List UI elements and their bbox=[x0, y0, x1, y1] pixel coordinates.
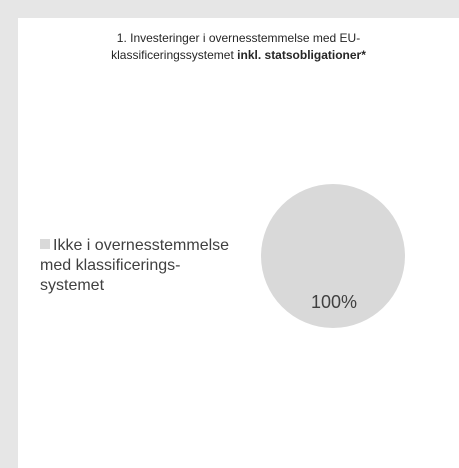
legend-label-line-1: Ikke i overnesstemmelse bbox=[53, 237, 230, 254]
chart-title-bold-statsobligationer: statsobligationer* bbox=[264, 48, 366, 62]
pie-slice-label-0: 100% bbox=[311, 292, 357, 312]
legend-label-line-2: med klassificerings- bbox=[40, 257, 181, 274]
chart-title-bold-inkl: inkl. bbox=[237, 48, 262, 62]
legend-label-line-3: systemet bbox=[40, 277, 105, 294]
legend-entry-line-1: Ikke i overnesstemmelse bbox=[40, 236, 260, 256]
chart-title: 1. Investeringer i overnesstemmelse med … bbox=[18, 30, 459, 64]
chart-card: 1. Investeringer i overnesstemmelse med … bbox=[18, 18, 459, 468]
pie-chart: 100% bbox=[261, 184, 405, 328]
chart-title-line2: klassificeringssystemet bbox=[111, 48, 238, 62]
chart-legend: Ikke i overnesstemmelse med klassificeri… bbox=[40, 236, 260, 296]
pie-slice-0 bbox=[261, 184, 405, 328]
legend-swatch bbox=[40, 239, 50, 249]
chart-title-line1: 1. Investeringer i overnesstemmelse med … bbox=[116, 31, 361, 45]
